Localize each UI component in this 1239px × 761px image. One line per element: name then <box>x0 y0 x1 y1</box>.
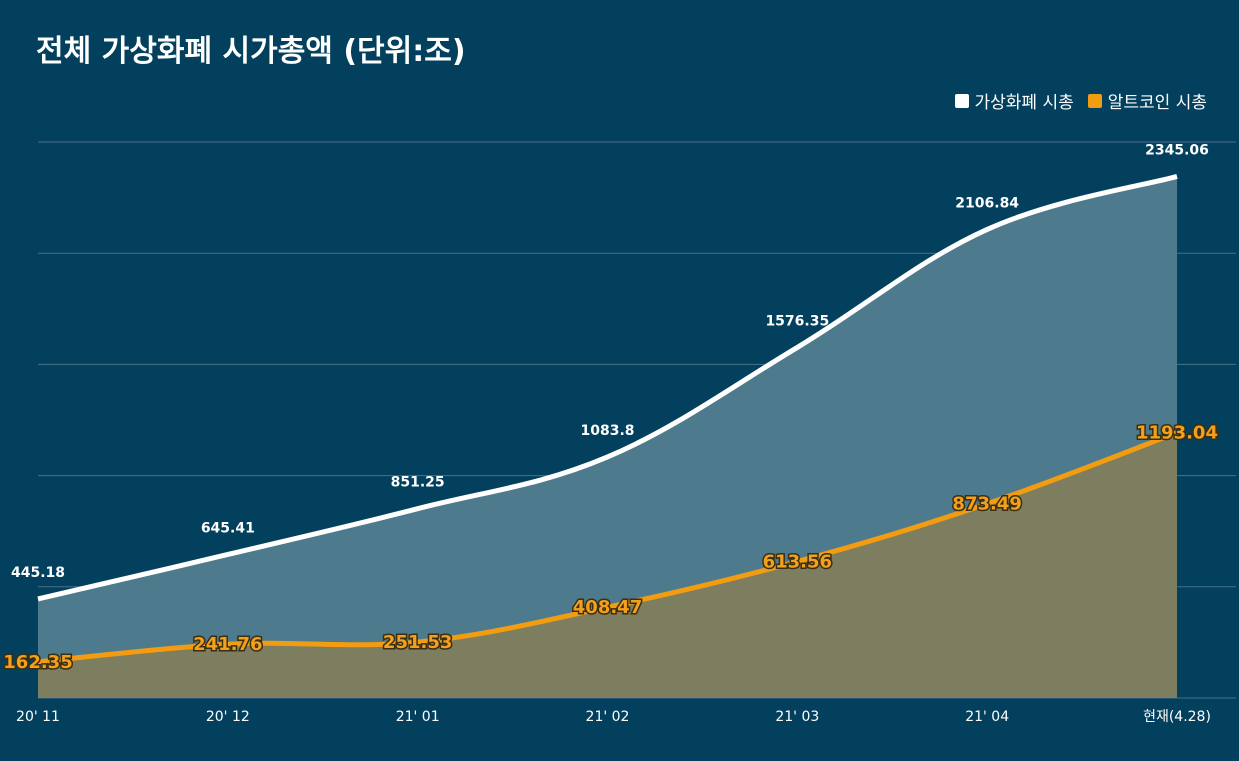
x-axis-ticks: 20' 11 20' 12 21' 01 21' 02 21' 03 21' 04 현재(4… <box>16 709 1211 725</box>
data-label: 1083.8 <box>580 423 634 439</box>
x-tick-label: 21' 03 <box>775 709 819 725</box>
data-label: 613.56 <box>763 552 832 573</box>
legend-label-total: 가상화폐 시총 <box>974 93 1074 113</box>
chart-legend: 가상화폐 시총 알트코인 시총 <box>954 88 1207 113</box>
legend-swatch-total <box>954 93 969 108</box>
data-label: 2345.06 <box>1145 142 1209 158</box>
series-areas <box>38 176 1177 699</box>
x-tick-label: 21' 01 <box>396 709 440 725</box>
data-label: 645.41 <box>201 520 255 536</box>
series-line <box>37 174 1178 602</box>
data-label: 1193.04 <box>1136 423 1218 444</box>
data-label: 851.25 <box>391 475 445 491</box>
data-label: 1576.35 <box>765 313 829 329</box>
data-labels: 445.18 645.41 851.25 1083.8 1576.35 2106.84 23… <box>2 142 1220 674</box>
legend-swatch-altcoin <box>1087 93 1102 108</box>
data-label: 445.18 <box>11 565 65 581</box>
x-tick-label: 20' 11 <box>16 709 60 725</box>
x-tick-label: 21' 02 <box>586 709 630 725</box>
series-lines <box>37 174 1178 665</box>
chart-title: 전체 가상화폐 시가총액 (단위:조) <box>36 34 466 69</box>
data-label: 251.53 <box>383 632 452 653</box>
x-tick-label: 20' 12 <box>206 709 250 725</box>
data-label: 162.35 <box>3 652 72 673</box>
data-label: 2106.84 <box>955 195 1019 211</box>
data-label: 873.49 <box>952 494 1021 515</box>
x-tick-label: 현재(4.28) <box>1143 709 1211 725</box>
x-tick-label: 21' 04 <box>965 709 1009 725</box>
series-area <box>38 432 1177 698</box>
series-line <box>37 430 1178 665</box>
legend-item-total[interactable]: 가상화폐 시총 <box>954 88 1074 113</box>
data-label: 241.76 <box>193 634 262 655</box>
legend-item-altcoin[interactable]: 알트코인 시총 <box>1087 88 1207 113</box>
legend-label-altcoin: 알트코인 시총 <box>1107 93 1207 113</box>
data-label: 408.47 <box>573 597 642 618</box>
